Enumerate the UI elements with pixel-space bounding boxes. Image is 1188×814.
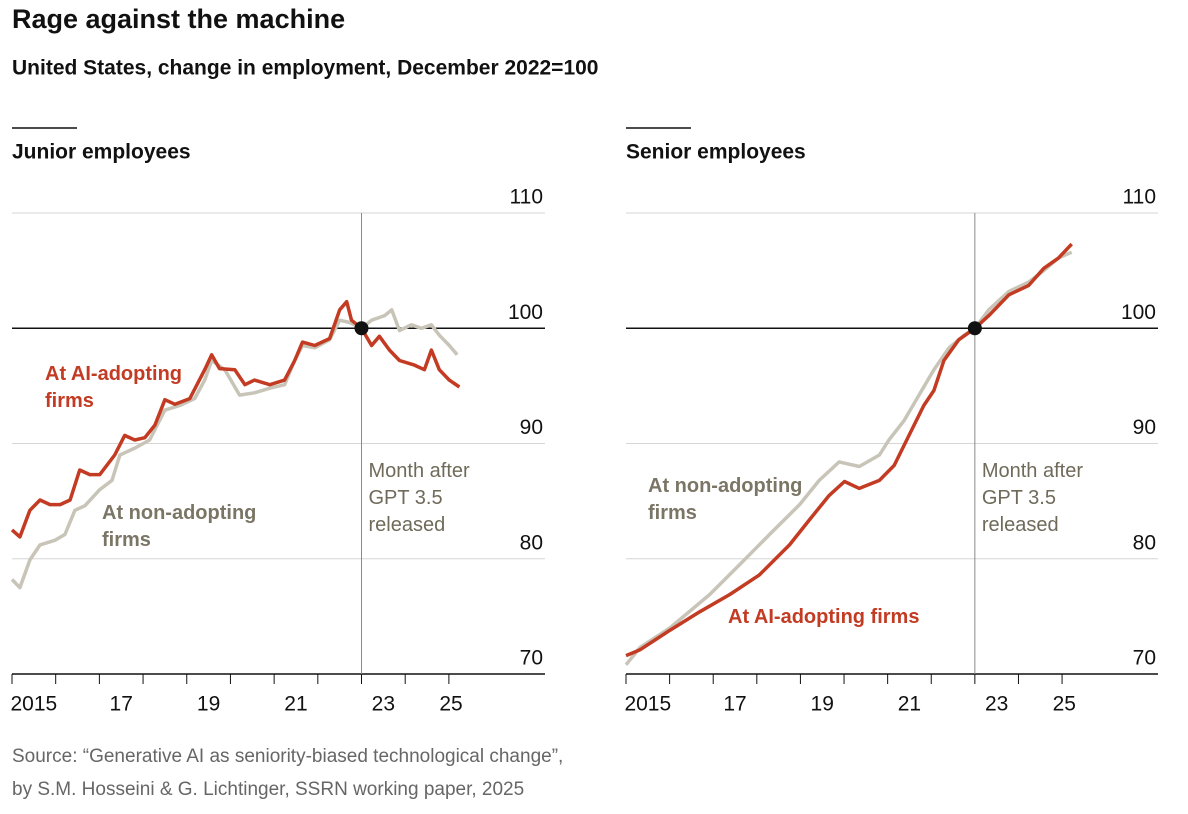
x-tick-label: 19 [811,693,834,716]
source-line: by S.M. Hosseini & G. Lichtinger, SSRN w… [12,779,524,800]
series-line [10,308,459,590]
series-line [10,299,461,539]
x-tick-label: 19 [197,693,220,716]
series-label: At non-adopting firms [102,502,257,551]
y-tick-label: 100 [508,301,543,324]
x-tick-label: 23 [985,693,1008,716]
panel-title: Senior employees [626,141,806,164]
y-tick-label: 80 [1133,531,1156,554]
x-tick-label: 21 [284,693,307,716]
x-tick-label: 21 [898,693,921,716]
y-tick-label: 90 [520,416,543,439]
y-tick-label: 90 [1133,416,1156,439]
series-line [625,242,1073,658]
y-tick-label: 100 [1121,301,1156,324]
y-tick-label: 70 [520,647,543,670]
x-tick-label: 2015 [624,693,671,716]
reference-label: Month after GPT 3.5 released [368,460,470,536]
y-tick-label: 70 [1133,647,1156,670]
y-tick-label: 110 [510,186,543,209]
reference-point [967,321,982,336]
reference-point [354,321,369,336]
x-tick-label: 25 [1053,693,1076,716]
x-tick-label: 17 [723,693,746,716]
panel-title: Junior employees [12,141,191,164]
y-tick-label: 110 [1123,186,1156,209]
page-title: Rage against the machine [12,4,345,34]
series-label: At AI-adopting firms [728,606,920,628]
x-tick-label: 2015 [10,693,57,716]
series-label: At non-adopting firms [648,475,803,524]
series-label: At AI-adopting firms [45,363,183,412]
x-tick-label: 17 [110,693,133,716]
x-tick-label: 23 [372,693,395,716]
source-line: Source: “Generative AI as seniority-bias… [12,746,563,767]
x-tick-label: 25 [439,693,462,716]
reference-label: Month after GPT 3.5 released [981,460,1084,536]
subtitle: United States, change in employment, Dec… [12,57,598,80]
y-tick-label: 80 [520,531,543,554]
series-line [624,250,1073,666]
